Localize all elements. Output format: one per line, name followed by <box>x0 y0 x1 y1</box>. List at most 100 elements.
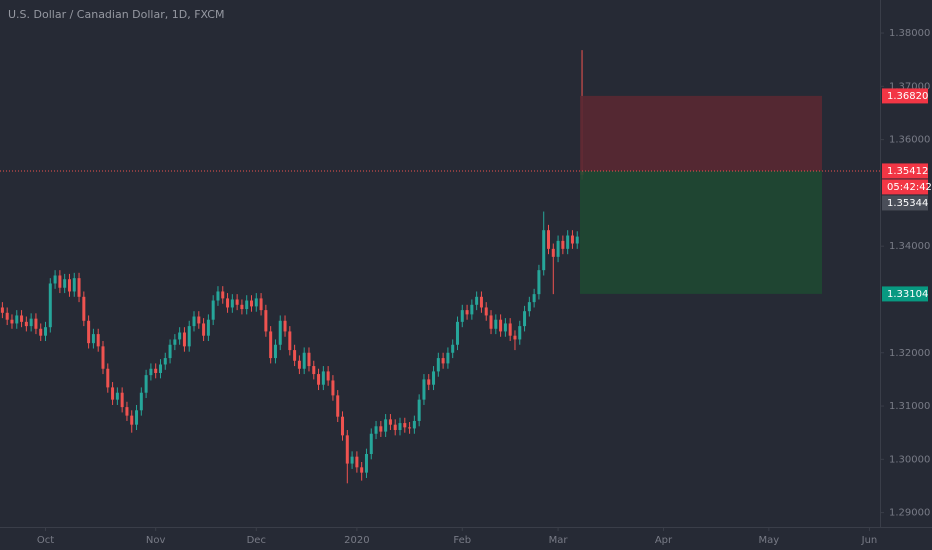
candle-body <box>470 304 474 315</box>
candle-body <box>63 279 67 288</box>
x-tick-label: May <box>759 535 780 546</box>
candle-body <box>206 319 210 336</box>
candle-body <box>87 320 91 344</box>
countdown: 05:42:42 <box>887 182 932 193</box>
candle-body <box>494 319 498 329</box>
candle-body <box>441 358 445 364</box>
stop-label: 1.36820 <box>887 91 928 102</box>
candle-body <box>369 433 373 454</box>
candle-body <box>20 315 24 322</box>
candle-body <box>269 331 273 359</box>
candle-body <box>149 368 153 376</box>
candle-body <box>48 283 52 328</box>
last-price-label-box <box>882 195 928 211</box>
candle-body <box>570 235 574 244</box>
candle-body <box>264 310 268 332</box>
candle-body <box>513 335 517 340</box>
candle-body <box>91 334 95 344</box>
chart-title: U.S. Dollar / Canadian Dollar, 1D, FXCM <box>8 8 224 21</box>
candle-body <box>475 296 479 305</box>
candle-body <box>163 358 167 365</box>
candle-body <box>226 298 230 308</box>
x-tick-label: Nov <box>146 535 166 546</box>
candle-body <box>575 236 579 244</box>
candle-body <box>432 371 436 385</box>
candle-body <box>120 392 124 408</box>
candle-body <box>527 302 531 312</box>
candle-body <box>345 435 349 464</box>
candle-body <box>96 334 100 347</box>
candle-body <box>556 240 560 257</box>
candle-body <box>283 320 287 332</box>
candle-body <box>547 230 551 249</box>
candle-body <box>561 240 565 249</box>
candle-body <box>364 453 368 473</box>
candle-body <box>508 323 512 336</box>
candle-body <box>403 423 407 428</box>
entry-label-box <box>882 163 928 179</box>
candle-body <box>479 296 483 308</box>
target-label: 1.33104 <box>887 289 928 300</box>
candle-body <box>77 278 81 297</box>
stop-label-box <box>882 88 928 104</box>
candle-body <box>446 352 450 364</box>
y-tick-label: 1.31000 <box>889 401 930 412</box>
candle-body <box>566 235 570 249</box>
candle-body <box>331 380 335 396</box>
x-tick-label: Apr <box>655 535 673 546</box>
candle-body <box>82 296 86 321</box>
candle-body <box>326 371 330 381</box>
candle-body <box>503 323 507 332</box>
candle-body <box>187 326 191 347</box>
target-zone <box>580 170 822 294</box>
candle-body <box>451 344 455 353</box>
candle-body <box>249 300 253 307</box>
candle-body <box>307 352 311 367</box>
candle-body <box>388 419 392 425</box>
candle-body <box>58 275 62 288</box>
y-tick-label: 1.36000 <box>889 135 930 146</box>
candle-body <box>125 407 129 416</box>
y-tick-label: 1.32000 <box>889 348 930 359</box>
candle-body <box>499 319 503 332</box>
y-tick-label: 1.30000 <box>889 454 930 465</box>
entry-label: 1.35412 <box>887 166 928 177</box>
x-tick-label: Mar <box>549 535 569 546</box>
candle-body <box>144 375 148 393</box>
candle-body <box>278 320 282 345</box>
candle-body <box>336 395 340 417</box>
x-tick-label: Dec <box>247 535 266 546</box>
countdown-box <box>882 179 928 195</box>
candle-body <box>532 294 536 303</box>
candle-body <box>273 344 277 359</box>
candle-body <box>168 344 172 359</box>
candle-body <box>408 427 412 429</box>
candle-body <box>39 328 43 336</box>
candle-body <box>341 416 345 436</box>
candle-body <box>379 426 383 432</box>
candle-body <box>72 278 76 292</box>
candle-body <box>427 379 431 385</box>
candle-body <box>240 304 244 310</box>
stop-zone <box>580 95 822 171</box>
candle-body <box>436 358 440 372</box>
x-tick-label: Feb <box>453 535 471 546</box>
candle-body <box>393 424 397 431</box>
x-tick-label: Jun <box>861 535 878 546</box>
candle-body <box>484 307 488 316</box>
candle-body <box>321 371 325 385</box>
candle-body <box>384 419 388 432</box>
y-tick-label: 1.38000 <box>889 28 930 39</box>
candle-body <box>202 323 206 336</box>
candle-body <box>5 312 9 320</box>
candle-body <box>455 321 459 345</box>
candle-body <box>130 415 134 425</box>
candle-body <box>221 291 225 299</box>
candle-body <box>537 270 541 295</box>
candle-body <box>173 339 177 345</box>
y-tick-label: 1.37000 <box>889 81 930 92</box>
candle-body <box>317 374 321 385</box>
candle-body <box>139 392 143 411</box>
candle-body <box>111 387 115 400</box>
